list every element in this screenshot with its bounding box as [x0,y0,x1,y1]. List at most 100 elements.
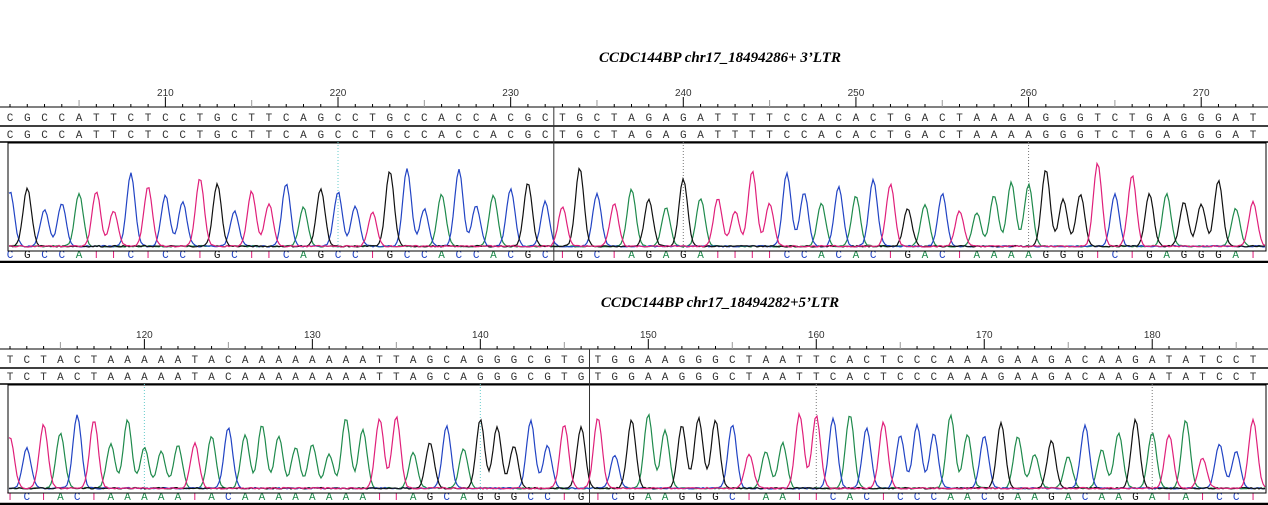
basecalls-base: T [746,492,753,504]
consensus-base: G [712,372,719,384]
consensus-base: C [456,130,463,142]
basecalls-base: A [818,250,825,262]
consensus-base: T [369,130,376,142]
basecalls-base: T [1199,492,1206,504]
consensus-base: A [847,372,854,384]
consensus-base: G [477,372,484,384]
basecalls-base: C [594,250,601,262]
reference-base: T [91,355,98,367]
basecalls-base: C [542,250,549,262]
consensus-base: G [998,372,1005,384]
reference-base: T [1199,355,1206,367]
reference-base: A [1025,113,1032,125]
consensus-base: C [335,130,342,142]
reference-base: G [1060,113,1067,125]
reference-base: A [763,355,770,367]
consensus-base: T [611,130,618,142]
reference-base: A [124,355,131,367]
basecalls-base: G [1077,250,1084,262]
consensus-base: C [1216,372,1223,384]
consensus-base: G [1181,130,1188,142]
consensus-base: G [525,130,532,142]
reference-base: T [369,113,376,125]
consensus-base: A [763,372,770,384]
reference-base: C [801,113,808,125]
basecalls-base: A [947,492,954,504]
consensus-base: A [242,372,249,384]
consensus-base: A [124,372,131,384]
consensus-base: G [214,130,221,142]
consensus-base: C [594,130,601,142]
reference-base: C [456,113,463,125]
basecalls-base: A [76,250,83,262]
basecalls-base: T [715,250,722,262]
reference-base: G [628,355,635,367]
consensus-base: G [544,372,551,384]
consensus-base: T [145,130,152,142]
reference-base: A [275,355,282,367]
reference-base: A [973,113,980,125]
trace-G [9,167,1266,248]
consensus-base: C [41,130,48,142]
basecalls-base: T [1166,492,1173,504]
basecalls-base: T [880,492,887,504]
consensus-base: A [438,130,445,142]
basecalls-base: G [387,250,394,262]
basecalls-base: G [628,492,635,504]
consensus-base: A [779,372,786,384]
consensus-base: A [922,130,929,142]
consensus-base: T [197,130,204,142]
ruler-label: 270 [1193,88,1210,99]
basecalls-base: A [663,250,670,262]
ruler-label: 180 [1144,330,1161,341]
consensus-base: A [259,372,266,384]
consensus-base: A [292,372,299,384]
reference-base: A [208,355,215,367]
consensus-base: A [1149,372,1156,384]
consensus-base: T [561,372,568,384]
reference-base: A [1015,355,1022,367]
reference-base: T [110,113,117,125]
reference-base: A [981,355,988,367]
reference-base: C [939,113,946,125]
consensus-base: G [680,130,687,142]
consensus-base: G [1077,130,1084,142]
ruler-label: 210 [157,88,174,99]
reference-base: T [1166,355,1173,367]
basecalls-base: A [343,492,350,504]
basecalls-base: G [214,250,221,262]
reference-base: G [387,113,394,125]
reference-base: G [24,113,31,125]
basecalls-base: A [645,492,652,504]
reference-base: A [460,355,467,367]
basecalls-base: G [712,492,719,504]
basecalls-base: T [393,492,400,504]
consensus-base: C [74,372,81,384]
consensus-base: C [283,130,290,142]
reference-base: C [863,355,870,367]
basecalls-base: T [1094,250,1101,262]
basecalls-base: A [300,250,307,262]
consensus-base: G [1048,372,1055,384]
basecalls-base: T [813,492,820,504]
consensus-base: T [1129,130,1136,142]
consensus-base: A [1099,372,1106,384]
basecalls-base: A [922,250,929,262]
basecalls-base: T [796,492,803,504]
consensus-base: A [460,372,467,384]
reference-base: T [7,355,14,367]
reference-base: G [1146,113,1153,125]
reference-base: T [1129,113,1136,125]
basecalls-base: C [830,492,837,504]
reference-base: G [578,355,585,367]
consensus-base: A [662,372,669,384]
consensus-base: C [443,372,450,384]
basecalls-base: G [1060,250,1067,262]
reference-base: A [1031,355,1038,367]
consensus-base: T [248,130,255,142]
consensus-base: G [1043,130,1050,142]
reference-base: C [729,355,736,367]
reference-base: T [715,113,722,125]
consensus-base: A [158,372,165,384]
consensus-base: A [410,372,417,384]
